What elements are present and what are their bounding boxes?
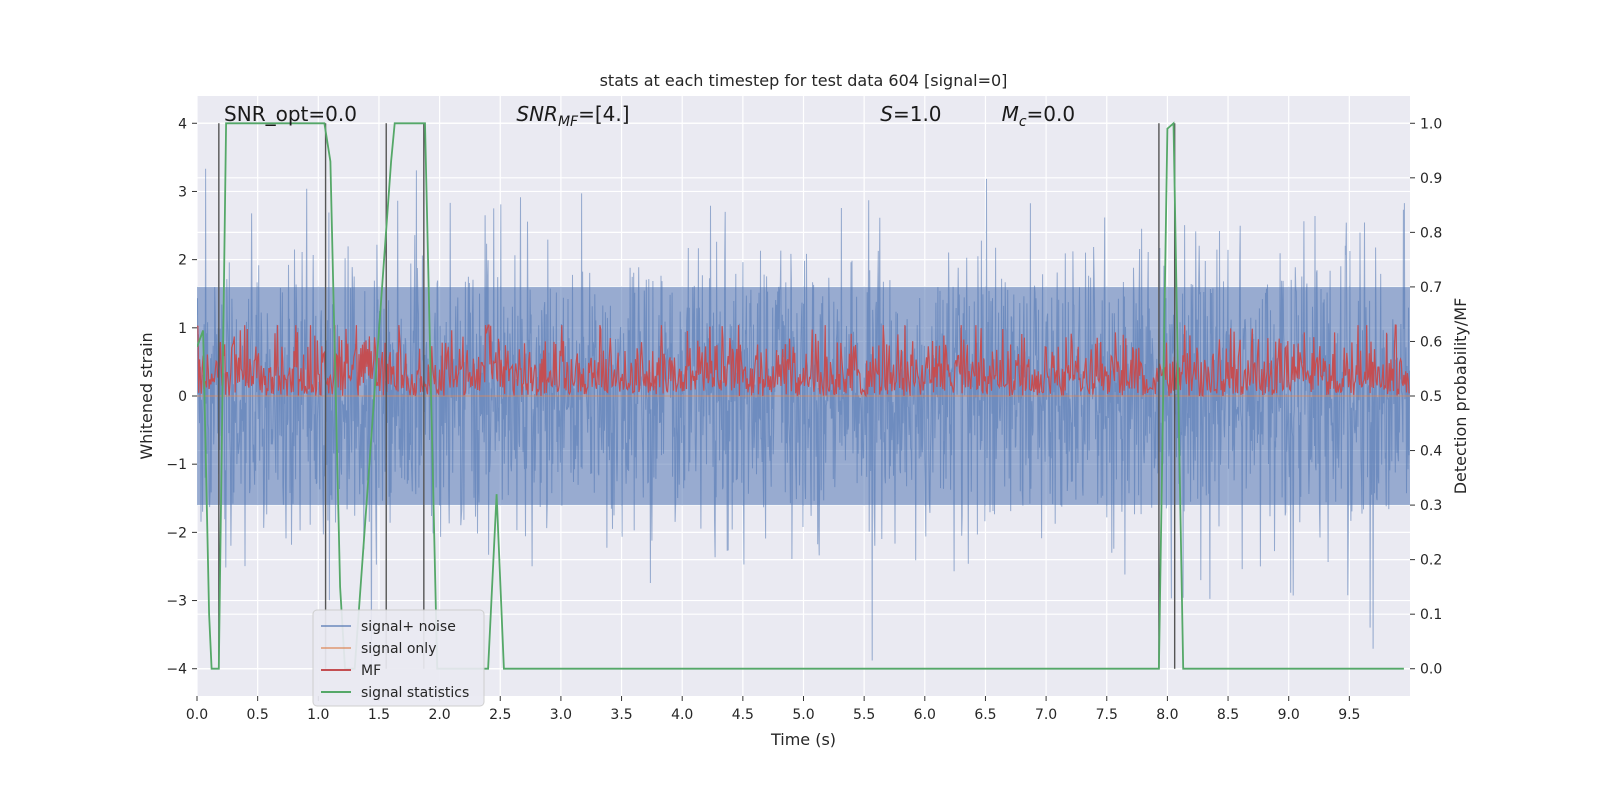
x-tick-label: 2.0	[428, 707, 450, 723]
legend-label: MF	[361, 663, 381, 679]
annotation-text: SNR_opt=0.0	[224, 102, 357, 126]
y-tick-label: 3	[178, 184, 187, 200]
y-tick-label-right: 0.3	[1420, 498, 1442, 514]
y-tick-label: −1	[166, 457, 187, 473]
legend-label: signal+ noise	[361, 619, 456, 635]
legend-box	[312, 609, 485, 707]
data-layer	[197, 121, 1410, 670]
series-signal-noise	[197, 168, 1410, 669]
y-tick-label-right: 0.9	[1420, 171, 1442, 187]
x-tick-label: 6.0	[914, 707, 936, 723]
y-tick-label: 1	[178, 321, 187, 337]
x-tick-label: 3.0	[550, 707, 572, 723]
x-tick-label: 1.0	[307, 707, 329, 723]
y-axis-label-right: Detection probability/MF	[1451, 298, 1470, 495]
x-tick-label: 9.5	[1338, 707, 1360, 723]
y-tick-label: −2	[166, 525, 187, 541]
y-tick-label-right: 0.7	[1420, 280, 1442, 296]
y-tick-label-right: 0.6	[1420, 334, 1442, 350]
x-tick-label: 5.5	[853, 707, 875, 723]
y-tick-label: 2	[178, 253, 187, 269]
y-tick-label: −4	[166, 662, 187, 678]
y-tick-label-right: 0.1	[1420, 607, 1442, 623]
chart-title: stats at each timestep for test data 604…	[600, 71, 1008, 90]
x-tick-label: 9.0	[1278, 707, 1300, 723]
axes-layer: 0.0 0.5 1.0 1.5 2.0 2.5 3.0 3.5 4.0 4.5 5.0 5.5 6.0 6…	[166, 102, 1442, 723]
y-tick-label: −3	[166, 594, 187, 610]
series-signal-statistics	[197, 121, 1404, 670]
y-tick-label-right: 0.4	[1420, 444, 1442, 460]
x-tick-label: 7.0	[1035, 707, 1057, 723]
legend: signal+ noise signal only MF signal statist…	[312, 609, 485, 707]
series-mf	[197, 324, 1410, 398]
x-tick-label: 8.5	[1217, 707, 1239, 723]
x-tick-label: 7.5	[1096, 707, 1118, 723]
x-tick-label: 4.5	[732, 707, 754, 723]
y-tick-label: 4	[178, 116, 187, 132]
y-tick-label-right: 0.5	[1420, 389, 1442, 405]
y-axis-label: Whitened strain	[137, 332, 156, 459]
x-tick-label: 0.0	[186, 707, 208, 723]
annotation-text: S=1.0	[880, 102, 941, 126]
x-tick-label: 4.0	[671, 707, 693, 723]
y-tick-label: 0	[178, 389, 187, 405]
x-tick-label: 0.5	[247, 707, 269, 723]
x-tick-label: 6.5	[974, 707, 996, 723]
x-tick-label: 2.5	[489, 707, 511, 723]
annotation-text: Mc=0.0	[1002, 102, 1076, 130]
x-axis-label: Time (s)	[770, 730, 836, 749]
x-tick-label: 5.0	[792, 707, 814, 723]
legend-label: signal statistics	[361, 685, 469, 701]
x-tick-label: 3.5	[610, 707, 632, 723]
y-tick-label-right: 0.0	[1420, 662, 1442, 678]
y-tick-label-right: 0.8	[1420, 225, 1442, 241]
annotation-text: SNRMF=[4.]	[516, 102, 629, 130]
y-tick-label-right: 1.0	[1420, 116, 1442, 132]
y-tick-label-right: 0.2	[1420, 553, 1442, 569]
x-tick-label: 1.5	[368, 707, 390, 723]
legend-label: signal only	[361, 641, 436, 657]
x-tick-label: 8.0	[1156, 707, 1178, 723]
